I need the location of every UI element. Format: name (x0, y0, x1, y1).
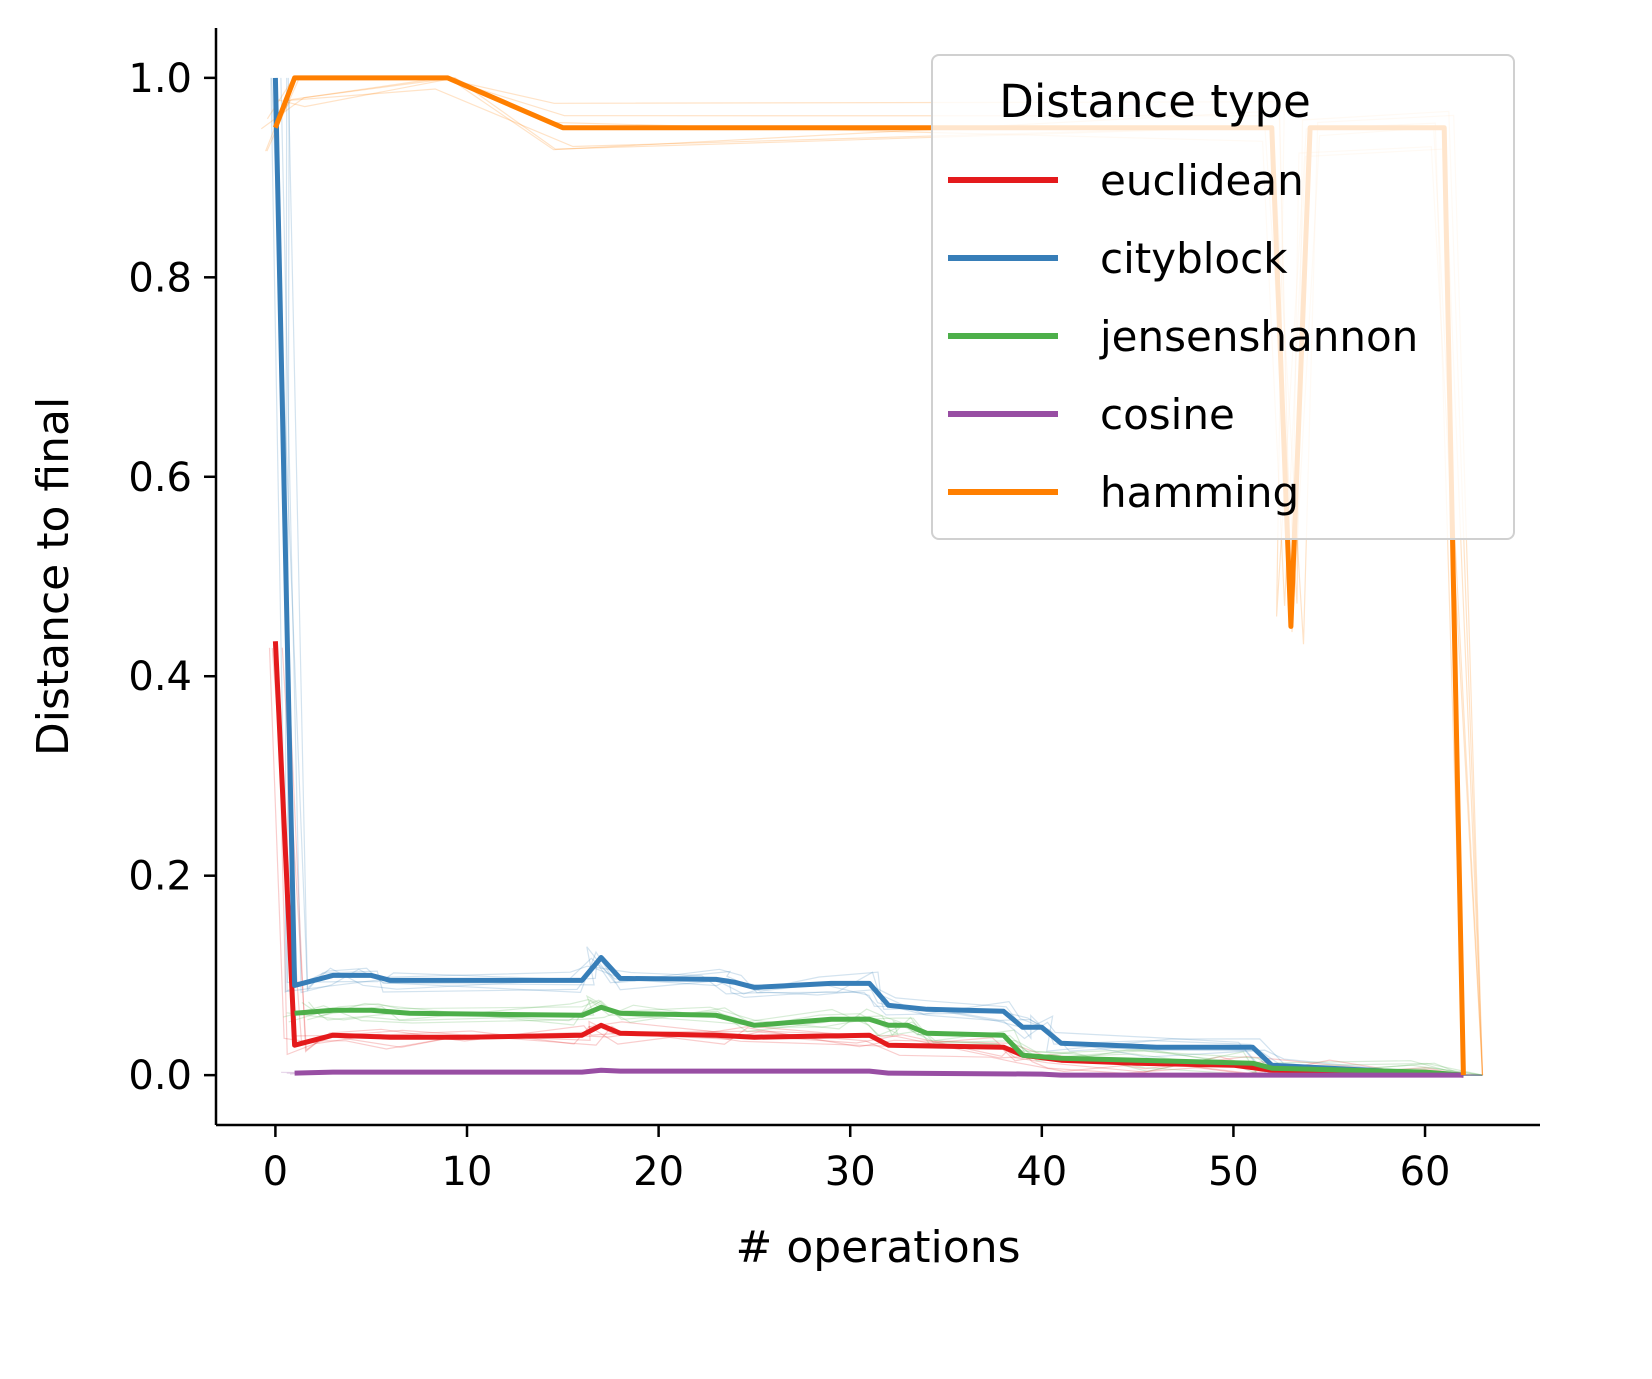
x-axis-label: # operations (735, 1222, 1020, 1273)
jensenshannon-series-line (294, 1004, 1464, 1078)
euclidean-run-trace (281, 647, 1464, 1076)
legend-box (931, 54, 1515, 540)
euclidean-run-trace (276, 641, 1483, 1076)
legend-label-cosine: cosine (1100, 390, 1235, 439)
euclidean-series-line (272, 641, 1464, 1078)
legend-label-euclidean: euclidean (1100, 156, 1304, 205)
x-tick-label: 60 (1400, 1149, 1451, 1195)
legend-label-hamming: hamming (1100, 468, 1299, 517)
y-tick-label: 0.8 (128, 255, 192, 301)
y-axis-ticks: 0.0 0.2 0.4 0.6 0.8 1.0 (128, 56, 216, 1099)
euclidean-run-trace (271, 648, 1483, 1076)
y-tick-label: 0.0 (128, 1053, 192, 1099)
euclidean-run-trace (288, 642, 1464, 1076)
cityblock-series-line (272, 77, 1464, 1078)
cityblock-run-trace (271, 77, 1483, 1076)
y-tick-label: 0.4 (128, 654, 192, 700)
legend-title: Distance type (999, 75, 1311, 128)
x-tick-label: 10 (442, 1149, 493, 1195)
jensenshannon-run-trace (283, 1004, 1464, 1076)
legend-label-cityblock: cityblock (1100, 234, 1288, 283)
legend-items: euclidean cityblock jensenshannon cosine ham… (948, 156, 1418, 517)
x-tick-label: 30 (825, 1149, 876, 1195)
cityblock-run-trace (270, 77, 1483, 1076)
y-tick-label: 0.6 (128, 455, 192, 501)
legend: Distance type euclidean cityblock jensensh… (931, 54, 1515, 540)
cosine-series-line (294, 1067, 1464, 1078)
y-tick-label: 0.2 (128, 854, 192, 900)
legend-label-jensenshannon: jensenshannon (1099, 312, 1418, 361)
x-tick-label: 20 (633, 1149, 684, 1195)
axes (214, 28, 1540, 1127)
x-axis-ticks: 0 10 20 30 40 50 60 (263, 1125, 1451, 1195)
y-tick-label: 1.0 (128, 56, 192, 102)
euclidean-run-trace (268, 647, 1464, 1076)
x-tick-label: 40 (1016, 1149, 1067, 1195)
x-tick-label: 50 (1208, 1149, 1259, 1195)
x-tick-label: 0 (263, 1149, 288, 1195)
y-axis-label: Distance to final (28, 397, 79, 756)
